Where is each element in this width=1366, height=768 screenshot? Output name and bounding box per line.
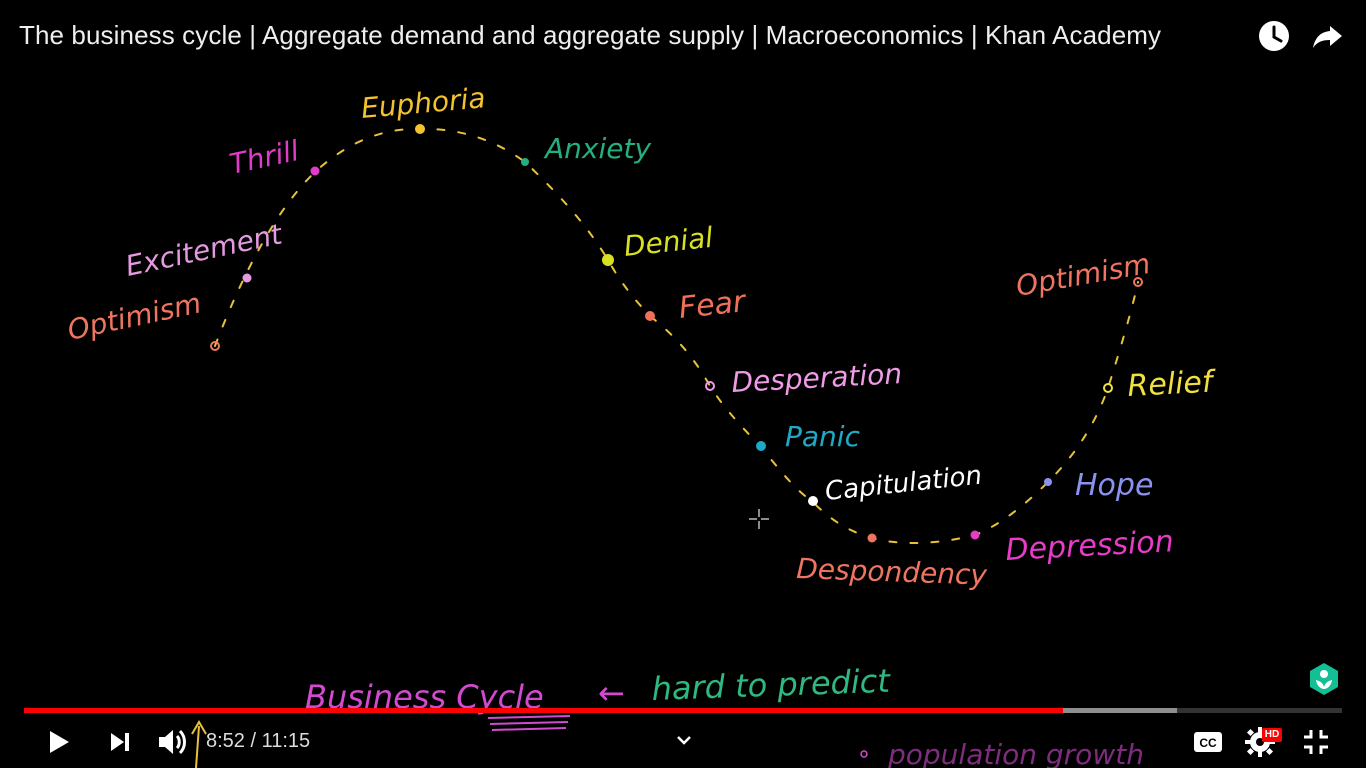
share-arrow-icon[interactable] — [1308, 16, 1348, 56]
point-anxiety — [521, 158, 529, 166]
point-optimism-left — [210, 341, 220, 351]
label-hard-to-predict: hard to predict — [651, 662, 892, 708]
cc-icon[interactable]: CC — [1188, 722, 1228, 762]
chevron-down-icon[interactable] — [664, 720, 704, 760]
label-anxiety: Anxiety — [543, 132, 651, 165]
point-desperation — [705, 381, 715, 391]
label-desperation: Desperation — [731, 357, 903, 399]
video-title[interactable]: The business cycle | Aggregate demand an… — [19, 20, 1162, 50]
label-denial: Denial — [622, 221, 714, 263]
top-bar: The business cycle | Aggregate demand an… — [0, 0, 1366, 72]
point-relief — [1103, 383, 1113, 393]
exit-fullscreen-icon[interactable] — [1296, 722, 1336, 762]
clock-icon[interactable] — [1254, 16, 1294, 56]
point-depression — [970, 530, 980, 540]
point-thrill — [310, 166, 320, 176]
point-capitulation — [808, 496, 818, 506]
point-panic — [756, 441, 766, 451]
label-despondency: Despondency — [796, 552, 988, 592]
point-hope — [1044, 478, 1052, 486]
point-excitement — [242, 273, 252, 283]
hd-badge: HD — [1262, 728, 1282, 742]
point-fear — [645, 311, 655, 321]
crosshair-cursor-icon — [749, 509, 769, 529]
label-euphoria: Euphoria — [360, 81, 487, 125]
progress-played — [24, 708, 1063, 713]
control-bar: 8:52 / 11:15 CC — [0, 714, 1366, 768]
point-despondency — [867, 533, 877, 543]
label-excitement: Excitement — [123, 217, 286, 283]
label-hope: Hope — [1075, 468, 1153, 503]
label-capitulation: Capitulation — [824, 461, 984, 507]
progress-bar[interactable] — [24, 708, 1342, 713]
label-panic: Panic — [785, 420, 861, 453]
label-relief: Relief — [1127, 364, 1218, 404]
point-euphoria — [415, 124, 425, 134]
business-cycle-curve — [214, 127, 1139, 544]
label-optimism-left: Optimism — [65, 286, 204, 346]
business-cycle-underline — [487, 715, 571, 731]
label-depression: Depression — [1005, 524, 1175, 568]
time-display: 8:52 / 11:15 — [206, 730, 311, 752]
bullet-population-growth — [860, 750, 868, 758]
label-fear: Fear — [677, 284, 748, 326]
khan-academy-logo[interactable] — [1308, 662, 1340, 696]
up-arrow-mark — [191, 720, 207, 768]
label-arrow-note: ← — [598, 674, 625, 712]
skip-next-icon[interactable] — [100, 722, 140, 762]
label-thrill: Thrill — [227, 134, 302, 181]
play-icon[interactable] — [38, 722, 78, 762]
point-optimism-right — [1133, 277, 1143, 287]
point-denial — [602, 254, 614, 266]
svg-text:CC: CC — [1199, 736, 1217, 750]
volume-icon[interactable] — [152, 722, 192, 762]
label-optimism-right: Optimism — [1013, 247, 1152, 303]
label-population-growth: population growth — [887, 738, 1144, 768]
